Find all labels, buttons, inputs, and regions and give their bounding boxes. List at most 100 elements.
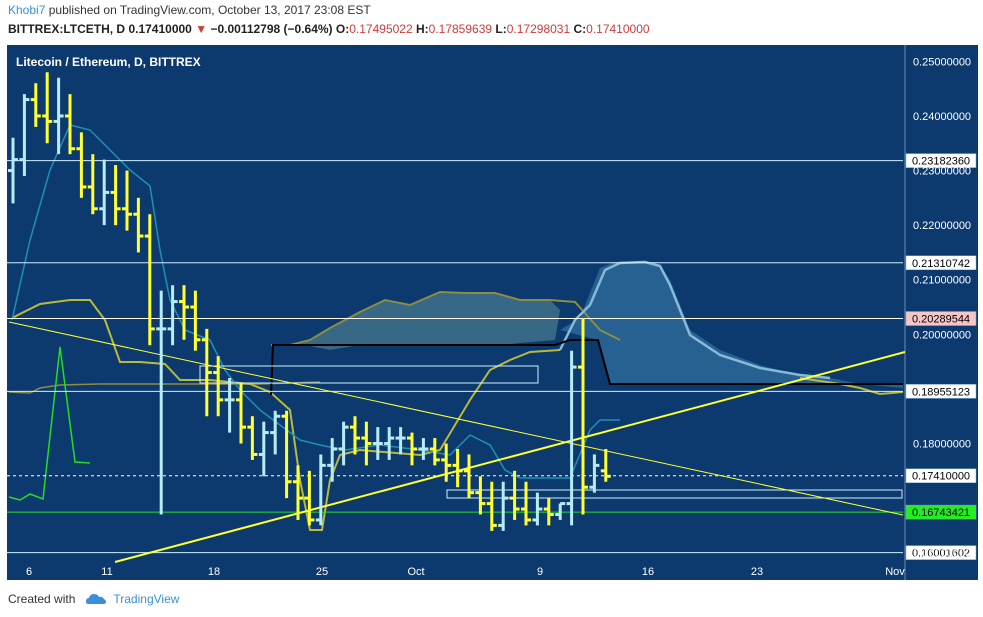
price-label-box xyxy=(905,311,977,326)
ohlc-bar xyxy=(281,410,292,499)
x-tick-label: 6 xyxy=(26,566,32,578)
ohlc-bar xyxy=(384,427,395,460)
price-label-box xyxy=(905,468,977,483)
y-tick-label: 0.22000000 xyxy=(913,220,971,232)
price-label-text: 0.16743421 xyxy=(912,507,970,519)
ohlc-bar xyxy=(452,448,463,488)
close-value: 0.17410000 xyxy=(586,22,650,36)
down-triangle-icon: ▼ xyxy=(195,22,208,36)
price-label-text: 0.18955123 xyxy=(912,386,970,398)
ohlc-bar xyxy=(315,454,326,526)
support-zone-box[interactable] xyxy=(446,489,903,499)
ohlc-bar xyxy=(156,290,167,515)
high-value: 0.17859639 xyxy=(428,22,493,36)
ichimoku-span-a xyxy=(11,299,561,531)
high-label: H: xyxy=(415,22,429,36)
ohlc-bar xyxy=(42,72,53,144)
indicator-green-line xyxy=(8,346,91,501)
ohlc-bar xyxy=(30,83,41,127)
ohlc-bar xyxy=(76,132,87,198)
cloud-fill-left xyxy=(271,292,560,350)
y-tick-label: 0.20000000 xyxy=(913,329,971,341)
price-label-box xyxy=(905,504,977,520)
ohlc-bar xyxy=(464,454,474,499)
ohlc-bar xyxy=(110,165,121,226)
x-tick-label: 9 xyxy=(537,566,543,578)
x-tick-label: Nov xyxy=(885,566,905,578)
ohlc-bar xyxy=(213,356,224,417)
ohlc-bar xyxy=(293,465,303,520)
published-text: published on TradingView.com, October 13… xyxy=(48,3,371,17)
ohlc-legend: BITTREX:LTCETH, D 0.17410000 ▼ −0.001127… xyxy=(8,22,650,36)
price-label-text: 0.16001602 xyxy=(912,548,970,560)
x-tick-label: 16 xyxy=(642,566,654,578)
ohlc-bar xyxy=(600,448,611,482)
price-lines xyxy=(7,160,903,554)
price-label-text: 0.21310742 xyxy=(912,258,970,270)
ohlc-bar xyxy=(8,137,18,204)
publish-line: Khobi7 published on TradingView.com, Oct… xyxy=(8,3,371,17)
ohlc-bar xyxy=(543,498,554,526)
ohlc-bars xyxy=(8,72,611,531)
price-label-text: 0.23182360 xyxy=(912,156,970,168)
ohlc-bar xyxy=(407,432,417,466)
cloud-icon xyxy=(86,594,107,604)
open-label: O: xyxy=(335,22,350,36)
span-a-extension xyxy=(799,377,904,396)
cloud-fill-right xyxy=(560,262,903,388)
ohlc-bar xyxy=(338,421,349,466)
x-tick-label: 11 xyxy=(101,566,112,578)
ohlc-bar xyxy=(350,416,360,455)
price-chart[interactable]: 0.23182360 0.21310742 0.20289544 0.18955123… xyxy=(0,0,983,580)
price-label-text: 0.17410000 xyxy=(912,471,970,483)
descending-trend-line[interactable] xyxy=(8,321,904,516)
ohlc-bar xyxy=(327,438,338,482)
ascending-trend-line[interactable] xyxy=(114,351,906,563)
ohlc-bar xyxy=(578,317,588,515)
x-tick-label: 25 xyxy=(316,566,328,578)
ohlc-bar xyxy=(509,470,520,520)
y-tick-label: 0.23000000 xyxy=(913,166,971,178)
price-labels: 0.23182360 0.21310742 0.20289544 0.18955123… xyxy=(905,153,977,560)
last-price: 0.17410000 xyxy=(128,22,192,36)
y-tick-label: 0.18000000 xyxy=(913,439,971,451)
conversion-line xyxy=(270,339,903,396)
ohlc-bar xyxy=(532,492,543,526)
ohlc-bar xyxy=(247,416,258,460)
ohlc-bar xyxy=(87,154,98,215)
y-tick-label: 0.16000000 xyxy=(913,548,971,560)
y-tick-label: 0.21000000 xyxy=(913,275,971,287)
ohlc-bar xyxy=(304,470,315,526)
close-label: C: xyxy=(573,22,587,36)
chart-title: Litecoin / Ethereum, D, BITTREX xyxy=(16,55,201,69)
x-ticks: 6 11 18 25 Oct 9 16 23 Nov xyxy=(26,566,905,578)
price-label-text: 0.20289544 xyxy=(912,314,970,326)
ohlc-bar xyxy=(372,427,383,460)
ohlc-bar xyxy=(589,454,600,493)
ohlc-bar xyxy=(201,328,212,417)
author-link[interactable]: Khobi7 xyxy=(8,3,46,17)
ohlc-bar xyxy=(122,170,132,231)
x-tick-label: 23 xyxy=(751,566,763,578)
ohlc-bar xyxy=(270,410,281,455)
open-value: 0.17495022 xyxy=(349,22,413,36)
footer: Created with TradingView xyxy=(8,592,179,606)
ohlc-bar xyxy=(486,481,497,531)
ichimoku-lagging-line xyxy=(11,124,620,479)
price-label-box xyxy=(905,545,977,560)
ohlc-bar xyxy=(418,438,429,460)
ohlc-bar xyxy=(179,285,189,340)
symbol-label: BITTREX:LTCETH, D xyxy=(8,22,126,36)
resistance-zone-box[interactable] xyxy=(199,365,539,384)
ohlc-bar xyxy=(475,476,486,515)
tradingview-link[interactable]: TradingView xyxy=(113,592,180,606)
ohlc-bar xyxy=(224,378,235,433)
ohlc-bar xyxy=(521,481,531,526)
ohlc-bar xyxy=(167,285,178,346)
created-with-text: Created with xyxy=(8,592,76,606)
ohlc-bar xyxy=(555,502,566,520)
ohlc-bar xyxy=(99,159,110,226)
ohlc-bar xyxy=(441,443,452,482)
x-tick-label: 18 xyxy=(208,566,220,578)
cloud-upper-line xyxy=(558,260,831,380)
